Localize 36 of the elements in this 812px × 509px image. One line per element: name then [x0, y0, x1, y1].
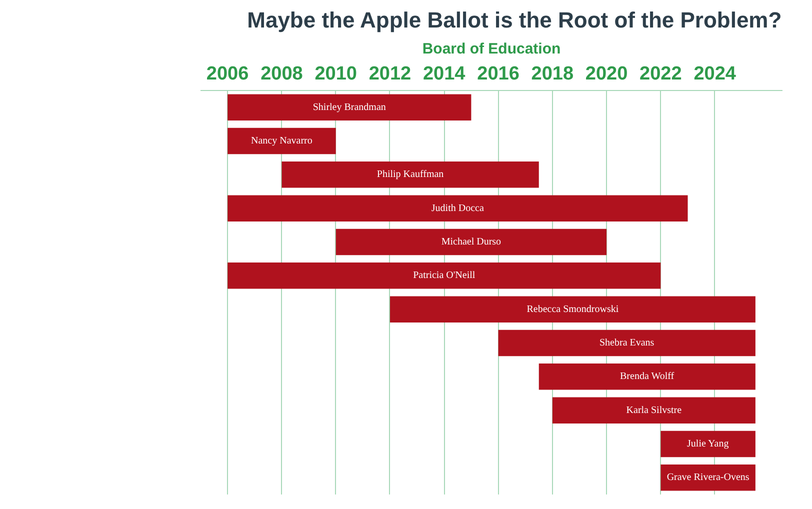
- x-tick-label: 2006: [206, 64, 249, 84]
- y-tick-label: Patricia O'Neill: [413, 270, 476, 282]
- bar: [660, 430, 756, 458]
- bar: [498, 330, 756, 356]
- x-tick-label: 2012: [368, 64, 412, 84]
- bar: [336, 228, 607, 256]
- y-tick-label: Shirley Brandman: [312, 102, 386, 113]
- bar: [228, 195, 688, 222]
- y-tick-label: Shebra Evans: [599, 338, 654, 348]
- y-tick-label: Rebecca Smondrowski: [526, 304, 619, 315]
- y-tick-label: Judith Docca: [431, 202, 484, 214]
- bar: [552, 397, 756, 424]
- y-tick-label: Nancy Navarro: [251, 136, 312, 146]
- x-tick-label: 2024: [694, 64, 736, 84]
- y-tick-label: Julie Yang: [687, 438, 729, 450]
- y-tick-label: Brenda Wolff: [620, 371, 675, 382]
- x-tick-label: 2010: [314, 64, 357, 84]
- bar: [282, 162, 539, 188]
- y-tick-label: Grave Rivera-Ovens: [666, 472, 750, 484]
- y-tick-label: Philip Kauffman: [376, 169, 444, 180]
- bar: [228, 128, 336, 154]
- x-tick-label: 2018: [531, 64, 574, 84]
- x-tick-label: 2008: [260, 64, 303, 84]
- x-tick-label: 2022: [640, 64, 682, 84]
- bar: [228, 262, 661, 289]
- y-tick-label: Karla Silvstre: [626, 404, 682, 416]
- bar: [390, 296, 756, 322]
- chart-title: Maybe the Apple Ballot is the Root of the Problem?: [247, 8, 782, 32]
- bar: [660, 464, 756, 491]
- bar: [228, 94, 472, 120]
- x-tick-label: 2016: [477, 64, 520, 84]
- x-axis-title: Board of Education: [422, 40, 561, 58]
- bar: [538, 364, 756, 390]
- x-tick-label: 2020: [585, 64, 628, 84]
- y-tick-label: Michael Durso: [441, 236, 502, 248]
- x-tick-label: 2014: [422, 64, 466, 84]
